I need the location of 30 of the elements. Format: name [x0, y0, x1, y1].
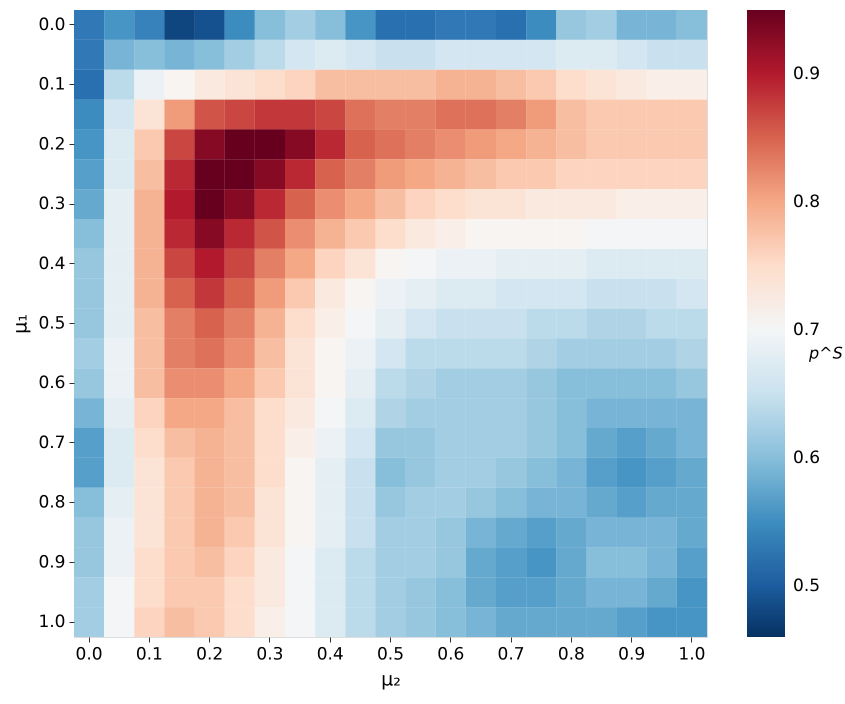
x-tick-label: 0.3 — [256, 644, 284, 664]
y-tick-label: 0.9 — [38, 552, 66, 572]
x-tick-label: 0.7 — [498, 644, 525, 664]
x-tick-label: 0.8 — [558, 644, 585, 664]
x-axis-title: μ₂ — [381, 668, 401, 690]
x-tick-label: 0.4 — [316, 644, 344, 664]
x-tick-label: 1.0 — [678, 644, 706, 664]
y-tick-label: 0.7 — [38, 432, 66, 453]
x-tick-label: 0.1 — [136, 644, 163, 664]
color-bar-label: 0.5 — [793, 576, 820, 596]
y-tick-label: 0.8 — [38, 492, 66, 513]
y-tick-label: 0.1 — [38, 74, 66, 95]
y-axis-title: μ₁ — [9, 314, 32, 334]
y-tick-label: 0.5 — [38, 314, 66, 334]
y-tick-label: 0.6 — [38, 373, 66, 394]
color-bar-label: 0.9 — [793, 64, 820, 84]
x-tick-label: 0.9 — [618, 644, 646, 664]
color-bar-label: 0.6 — [793, 448, 820, 468]
x-tick-label: 0.6 — [437, 644, 464, 664]
y-tick-label: 0.2 — [38, 134, 66, 154]
y-tick-label: 0.0 — [38, 14, 66, 35]
color-bar-label: 0.7 — [793, 320, 820, 340]
color-bar-label: 0.8 — [793, 192, 820, 212]
x-tick-label: 0.2 — [196, 644, 224, 664]
y-tick-label: 1.0 — [38, 612, 66, 632]
y-tick-label: 0.3 — [38, 194, 66, 214]
color-bar-title: p^S — [808, 344, 843, 362]
x-tick-label: 0.0 — [76, 644, 103, 664]
y-tick-label: 0.4 — [38, 254, 66, 274]
x-tick-label: 0.5 — [376, 644, 404, 664]
